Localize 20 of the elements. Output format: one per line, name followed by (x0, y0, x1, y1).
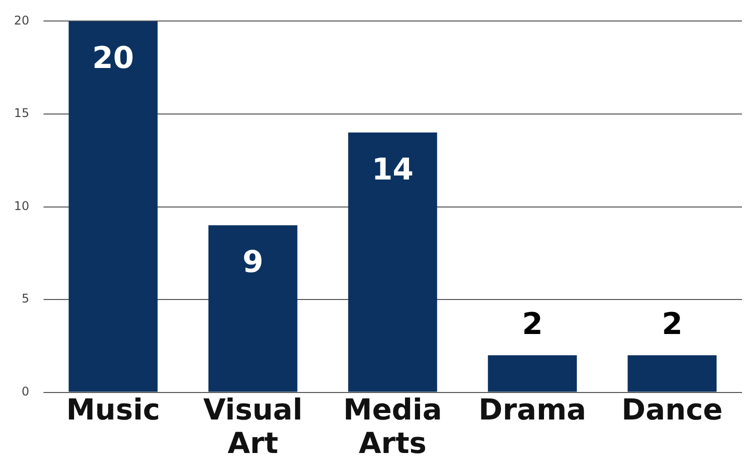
x-tick-label: Drama (478, 392, 586, 427)
x-tick-label: Visual Art (203, 392, 303, 460)
y-tick-label: 15 (14, 106, 30, 120)
data-label: 2 (522, 306, 543, 342)
x-tick-label: Dance (622, 392, 723, 427)
bar (348, 132, 438, 392)
bar (488, 355, 577, 392)
x-tick-label: Music (66, 392, 160, 427)
y-tick-label: 10 (14, 198, 30, 213)
data-label: 20 (92, 40, 134, 76)
x-tick-label: Media Arts (343, 392, 442, 460)
data-label: 14 (372, 152, 414, 188)
bar (628, 355, 717, 392)
y-tick-label: 0 (22, 384, 30, 398)
data-label: 9 (242, 245, 264, 280)
bar (208, 225, 298, 392)
y-tick-label: 5 (22, 292, 30, 306)
bar (68, 21, 158, 392)
y-tick-label: 20 (14, 13, 30, 28)
data-label: 2 (662, 306, 683, 342)
